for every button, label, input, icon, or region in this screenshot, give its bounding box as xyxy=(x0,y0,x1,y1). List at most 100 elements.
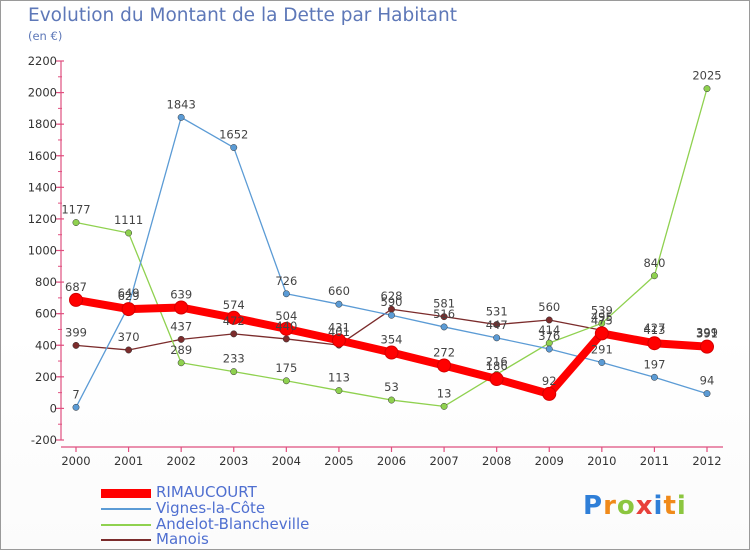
legend-label: Vignes-la-Côte xyxy=(156,499,266,517)
x-tick-label: 2011 xyxy=(640,454,669,468)
data-point xyxy=(598,359,606,366)
data-label: 291 xyxy=(591,342,613,356)
data-label: 1111 xyxy=(114,213,143,227)
data-point xyxy=(331,333,346,348)
data-label: 92 xyxy=(542,374,557,388)
y-tick-label: 2200 xyxy=(28,54,57,68)
data-label: 560 xyxy=(538,300,560,314)
data-point xyxy=(72,219,80,226)
data-point xyxy=(177,113,185,121)
legend-swatch xyxy=(101,488,151,498)
data-point xyxy=(282,377,290,385)
data-label: 399 xyxy=(65,325,87,339)
y-tick-label: 1400 xyxy=(28,180,57,194)
data-label: 376 xyxy=(538,329,560,343)
x-tick-label: 2006 xyxy=(377,454,406,468)
data-point xyxy=(282,290,290,298)
data-label: 401 xyxy=(328,325,350,339)
legend-label: Manois xyxy=(156,530,209,548)
data-point xyxy=(650,272,658,280)
y-tick-label: 600 xyxy=(35,307,57,321)
chart-title: Evolution du Montant de la Dette par Hab… xyxy=(28,5,457,26)
data-label: 431 xyxy=(328,320,350,334)
data-point xyxy=(177,335,185,343)
series-line-vignes-la-c-te xyxy=(75,116,708,408)
data-point xyxy=(174,300,189,315)
y-tick-label: 200 xyxy=(35,370,57,384)
data-label: 475 xyxy=(591,313,613,327)
data-label: 437 xyxy=(170,319,192,333)
data-label: 649 xyxy=(118,286,140,300)
data-label: 94 xyxy=(700,374,715,388)
data-label: 440 xyxy=(275,319,297,333)
data-label: 370 xyxy=(118,330,140,344)
x-tick-label: 2005 xyxy=(324,454,353,468)
data-point xyxy=(125,229,133,237)
data-point xyxy=(545,316,553,324)
legend-swatch xyxy=(101,508,151,510)
data-point xyxy=(125,346,133,354)
data-label: 2025 xyxy=(692,69,721,83)
data-point xyxy=(72,341,80,349)
data-label: 233 xyxy=(223,352,245,366)
data-label: 427 xyxy=(643,321,665,335)
data-point xyxy=(489,372,504,387)
y-tick-label: 1600 xyxy=(28,149,57,163)
data-point xyxy=(388,311,395,319)
x-tick-label: 2008 xyxy=(482,454,511,468)
data-label: 13 xyxy=(437,386,452,400)
data-point xyxy=(226,310,241,325)
logo-letter: i xyxy=(676,491,687,521)
y-tick-label: 0 xyxy=(50,401,57,415)
data-label: 414 xyxy=(538,323,560,337)
x-tick-label: 2012 xyxy=(692,454,721,468)
data-label: 186 xyxy=(486,359,508,373)
chart-subtitle: (en €) xyxy=(28,29,63,43)
data-point xyxy=(230,144,238,151)
data-point xyxy=(440,402,448,410)
proxiti-logo: Proxiti xyxy=(583,491,687,521)
data-label: 1843 xyxy=(167,97,196,111)
data-point xyxy=(335,300,343,308)
data-point xyxy=(230,330,238,338)
data-label: 472 xyxy=(223,314,245,328)
data-label: 216 xyxy=(486,354,508,368)
data-point xyxy=(542,386,557,401)
data-label: 53 xyxy=(384,380,399,394)
legend-label: RIMAUCOURT xyxy=(156,483,257,501)
data-point xyxy=(440,313,448,321)
data-point xyxy=(121,302,136,317)
data-point xyxy=(493,334,501,342)
y-tick-label: -200 xyxy=(31,433,57,447)
legend-swatch xyxy=(101,524,151,526)
x-tick-label: 2000 xyxy=(61,454,90,468)
logo-letter: t xyxy=(663,491,677,521)
data-label: 639 xyxy=(170,288,192,302)
data-point xyxy=(388,396,395,404)
data-label: 726 xyxy=(275,274,297,288)
data-point xyxy=(335,387,343,395)
data-point xyxy=(279,321,294,336)
y-tick-label: 1000 xyxy=(28,244,57,258)
y-tick-label: 2000 xyxy=(28,86,57,100)
data-label: 687 xyxy=(65,280,87,294)
data-point xyxy=(647,336,662,351)
data-label: 590 xyxy=(381,295,403,309)
data-point xyxy=(177,359,185,367)
data-label: 629 xyxy=(118,289,140,303)
logo-letter: r xyxy=(603,491,617,521)
data-label: 504 xyxy=(275,309,297,323)
data-point xyxy=(493,321,501,329)
data-label: 289 xyxy=(170,343,192,357)
x-tick-label: 2002 xyxy=(167,454,196,468)
legend-label: Andelot-Blancheville xyxy=(156,515,310,533)
data-label: 516 xyxy=(433,307,455,321)
y-tick-label: 800 xyxy=(35,275,57,289)
data-point xyxy=(437,358,452,373)
data-label: 113 xyxy=(328,371,350,385)
data-point xyxy=(545,345,553,353)
data-label: 272 xyxy=(433,345,455,359)
x-tick-label: 2004 xyxy=(272,454,301,468)
